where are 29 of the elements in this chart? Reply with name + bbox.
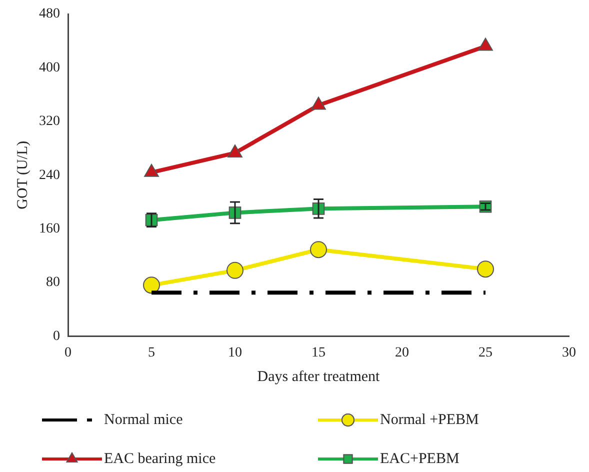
legend-label: EAC bearing mice xyxy=(104,450,216,467)
y-axis-title: GOT (U/L) xyxy=(14,140,31,210)
y-tick-label: 400 xyxy=(39,60,60,76)
point xyxy=(477,260,494,278)
x-tick-label: 0 xyxy=(64,345,72,360)
y-tick-label: 480 xyxy=(39,6,60,22)
x-tick-label: 25 xyxy=(478,345,492,360)
legend-label: Normal mice xyxy=(104,412,184,428)
x-tick-label: 20 xyxy=(395,345,409,360)
y-tick-label: 160 xyxy=(39,221,60,236)
point xyxy=(478,38,493,51)
x-tick-label: 15 xyxy=(312,345,326,360)
point xyxy=(226,262,244,279)
point xyxy=(143,276,160,294)
x-tick-label: 5 xyxy=(148,345,155,360)
point xyxy=(310,241,327,258)
y-tick-label: 0 xyxy=(53,328,60,344)
y-tick-label: 320 xyxy=(39,114,60,130)
point xyxy=(479,200,492,213)
x-axis-title: Days after treatment xyxy=(257,368,381,385)
point xyxy=(144,164,159,177)
point xyxy=(228,144,242,158)
legend-label: EAC+PEBM xyxy=(380,450,460,467)
point xyxy=(311,96,326,110)
y-tick-label: 80 xyxy=(46,275,60,290)
x-tick-label: 30 xyxy=(562,345,576,360)
y-tick-label: 240 xyxy=(39,168,60,183)
legend-label: Normal +PEBM xyxy=(380,412,479,428)
x-tick-label: 10 xyxy=(228,345,242,360)
